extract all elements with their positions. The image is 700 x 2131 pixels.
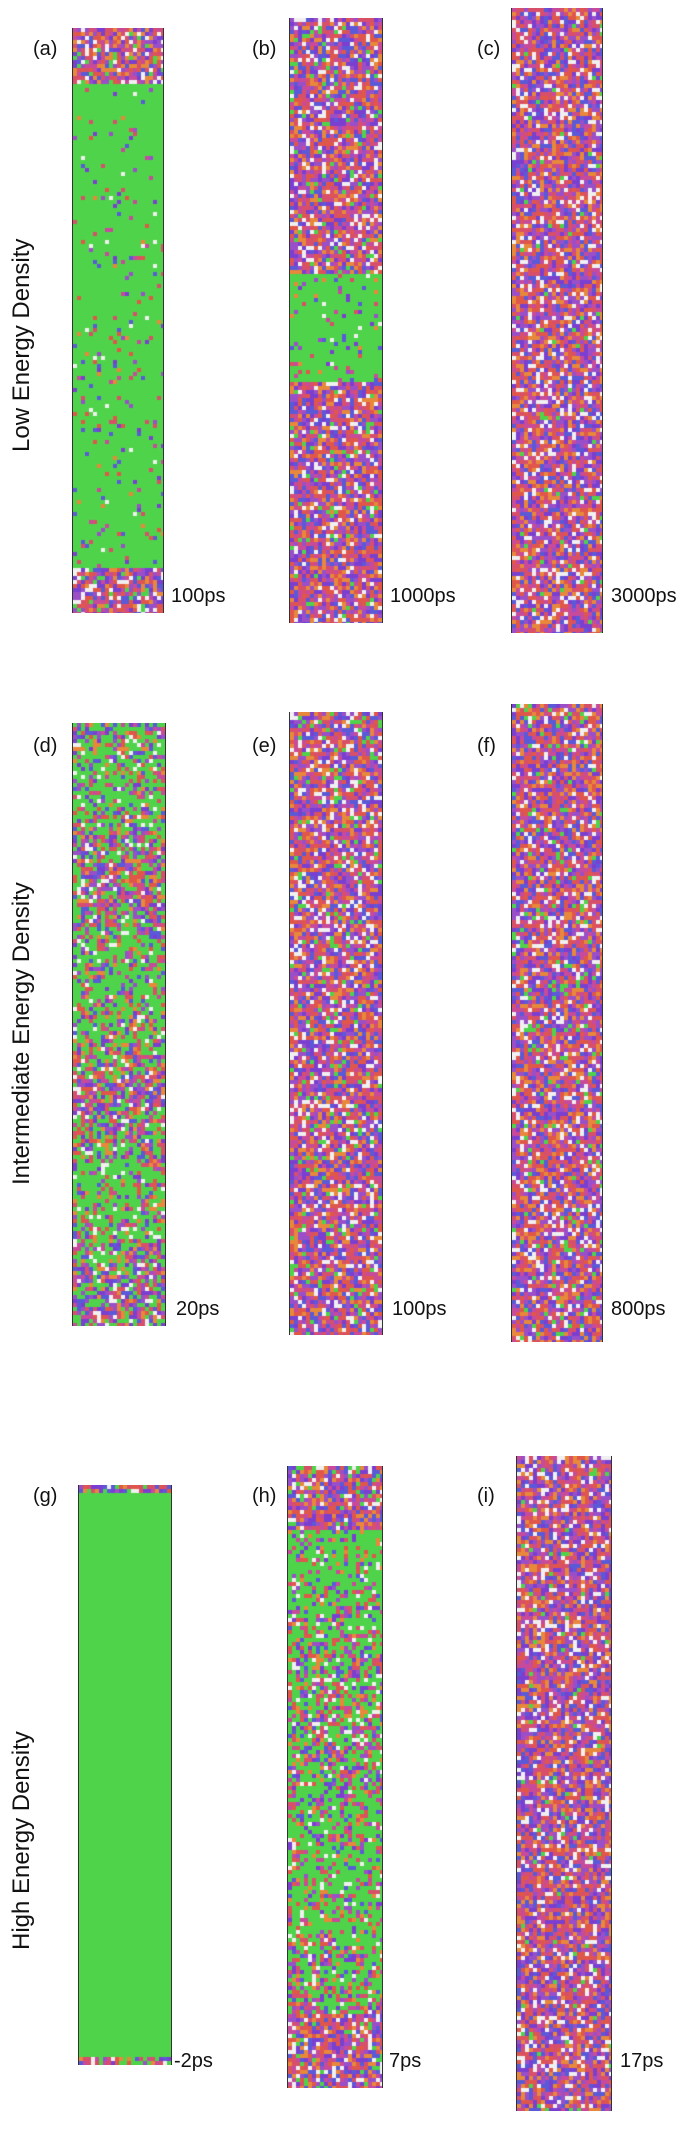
simulation-panel-h [287, 1466, 383, 2088]
simulation-panel-g [78, 1485, 172, 2065]
panel-letter-h: (h) [252, 1485, 277, 1507]
simulation-panel-f [511, 704, 603, 1342]
time-label-d: 20ps [176, 1298, 220, 1320]
simulation-panel-e [289, 712, 383, 1335]
simulation-panel-i [516, 1456, 612, 2111]
panel-letter-i: (i) [477, 1485, 495, 1507]
time-label-g: -2ps [174, 2050, 213, 2072]
panel-letter-f: (f) [477, 735, 496, 757]
time-label-h: 7ps [389, 2050, 422, 2072]
panel-letter-a: (a) [33, 38, 58, 60]
simulation-panel-b [289, 18, 383, 623]
time-label-e: 100ps [392, 1298, 447, 1320]
panel-letter-b: (b) [252, 38, 277, 60]
simulation-panel-c [511, 8, 603, 633]
time-label-c: 3000ps [611, 585, 677, 607]
panel-letter-g: (g) [33, 1485, 58, 1507]
time-label-b: 1000ps [390, 585, 456, 607]
panel-letter-e: (e) [252, 735, 277, 757]
panel-letter-d: (d) [33, 735, 58, 757]
row-label-high: High Energy Density [8, 1731, 35, 1950]
row-label-intermediate: Intermediate Energy Density [8, 882, 35, 1185]
panel-letter-c: (c) [477, 38, 501, 60]
row-label-low: Low Energy Density [8, 238, 35, 452]
time-label-f: 800ps [611, 1298, 666, 1320]
time-label-a: 100ps [171, 585, 226, 607]
simulation-panel-a [72, 28, 164, 613]
time-label-i: 17ps [620, 2050, 664, 2072]
simulation-panel-d [72, 723, 166, 1326]
